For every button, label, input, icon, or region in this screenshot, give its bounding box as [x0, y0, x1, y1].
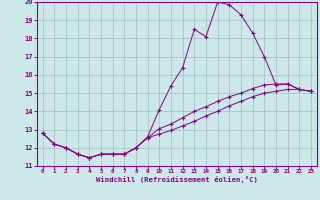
X-axis label: Windchill (Refroidissement éolien,°C): Windchill (Refroidissement éolien,°C) [96, 176, 258, 183]
